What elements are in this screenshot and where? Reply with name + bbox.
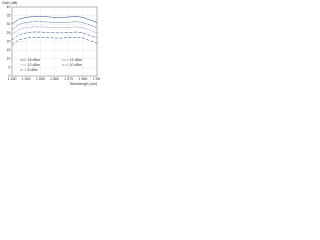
chart: Gain (dB) Wavelength (nm) 0 5 10 15 20 25 30 35…	[2, 1, 101, 86]
y-tick-label: 0	[9, 74, 11, 78]
legend-label: 8 dBm	[28, 68, 38, 72]
x-tick-label: 1 550	[36, 77, 45, 81]
y-tick-label: 10	[7, 57, 11, 61]
x-tick-label: 1 530	[8, 77, 17, 81]
series-line	[11, 26, 98, 35]
x-axis-label: Wavelength (nm)	[70, 82, 97, 86]
y-tick-label: 15	[7, 48, 11, 52]
x-tick-label: 1 540	[22, 77, 31, 81]
series-line	[11, 31, 98, 40]
series-line	[11, 21, 98, 30]
legend-label: 16 dBm	[28, 58, 40, 62]
y-tick-label: 5	[9, 65, 11, 69]
series-line	[11, 16, 98, 25]
y-tick-label: 35	[7, 14, 11, 18]
y-tick-label: 20	[7, 39, 11, 43]
legend-label: 10 dBm	[70, 63, 82, 67]
y-tick-label: 40	[7, 5, 11, 9]
x-tick-label: 1 560	[50, 77, 59, 81]
x-tick-label: 1 570	[64, 77, 73, 81]
y-tick-label: 30	[7, 22, 11, 26]
legend-label: 14 dBm	[70, 58, 82, 62]
legend-label: 12 dBm	[28, 63, 40, 67]
series-line	[11, 36, 98, 46]
y-axis-label: Gain (dB)	[2, 1, 17, 5]
plot-frame	[11, 6, 98, 77]
x-tick-label: 1 590	[93, 77, 101, 81]
x-tick-label: 1 580	[78, 77, 87, 81]
y-tick-label: 25	[7, 31, 11, 35]
